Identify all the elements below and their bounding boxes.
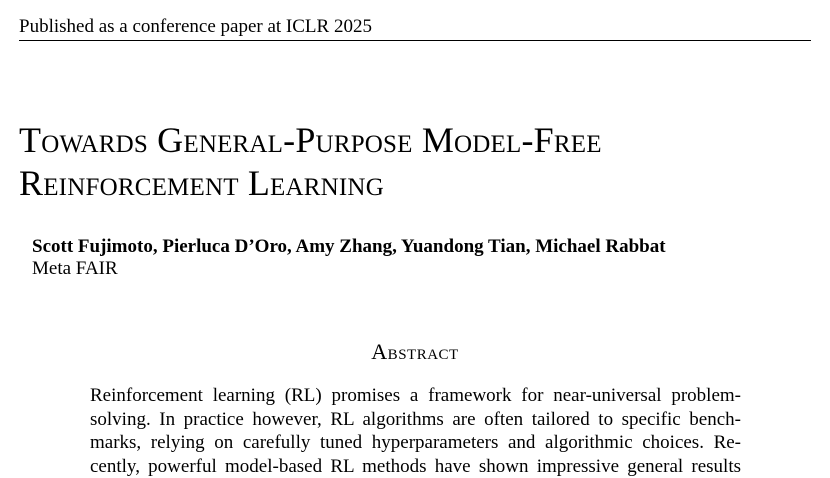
abstract-body: Reinforcement learning (RL) promises a f… xyxy=(90,384,741,478)
abstract-line-4: cently, powerful model-based RL methods … xyxy=(90,455,741,477)
header-rule xyxy=(19,40,811,41)
abstract-line-3: marks, relying on carefully tuned hyperp… xyxy=(90,432,741,453)
abstract-line-2: solving. In practice however, RL algorit… xyxy=(90,408,741,430)
running-head: Published as a conference paper at ICLR … xyxy=(19,16,372,37)
title-line-2: Reinforcement Learning xyxy=(19,163,384,203)
abstract-line-1: Reinforcement learning (RL) promises a f… xyxy=(90,385,741,406)
paper-title: Towards General-Purpose Model-Free Reinf… xyxy=(19,119,811,205)
affiliation: Meta FAIR xyxy=(32,258,118,279)
author-list: Scott Fujimoto, Pierluca D’Oro, Amy Zhan… xyxy=(32,236,666,257)
title-line-1: Towards General-Purpose Model-Free xyxy=(19,120,602,160)
abstract-heading: Abstract xyxy=(371,339,459,364)
